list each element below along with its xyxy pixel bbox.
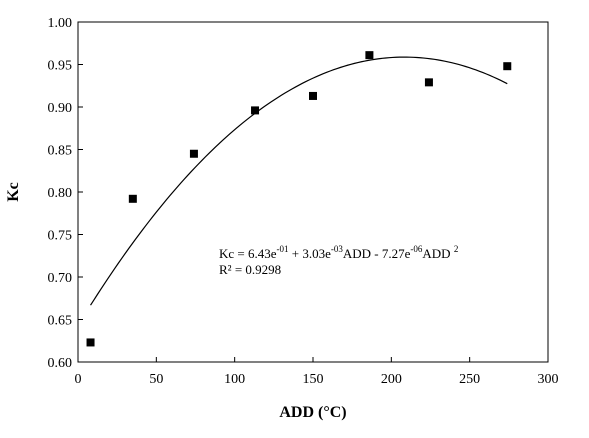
data-point <box>503 62 512 71</box>
plot-frame <box>77 21 549 363</box>
data-point <box>365 51 374 60</box>
x-tick-label: 50 <box>149 372 163 387</box>
y-tick-label: 0.65 <box>48 314 73 329</box>
x-tick-label: 200 <box>381 372 402 387</box>
x-tick-label: 250 <box>459 372 480 387</box>
equation-annotation: Kc = 6.43e-01 + 3.03e-03ADD - 7.27e-06AD… <box>219 244 458 261</box>
equation-part-1: Kc = 6.43e <box>219 246 277 261</box>
fit-curve <box>90 56 508 306</box>
data-point <box>86 338 95 347</box>
data-points <box>86 51 512 347</box>
y-tick-label: 1.00 <box>48 16 73 31</box>
equation-part-4: ADD <box>422 246 453 261</box>
equation-part-3: ADD - 7.27e <box>343 246 411 261</box>
equation-sup-2: -03 <box>331 244 343 254</box>
y-tick-label: 0.70 <box>48 271 73 286</box>
data-point <box>128 194 137 203</box>
equation-sup-1: -01 <box>277 244 289 254</box>
y-tick-label: 0.90 <box>48 101 73 116</box>
y-axis-label: Kc <box>5 182 22 202</box>
y-tick-label: 0.80 <box>48 186 73 201</box>
equation-sup-3: -06 <box>410 244 422 254</box>
x-tick-label: 150 <box>303 372 324 387</box>
data-point <box>309 91 317 100</box>
y-tick-label: 0.60 <box>48 356 73 371</box>
r-squared-annotation: R² = 0.9298 <box>219 262 281 277</box>
x-axis: 0 50 100 150 200 250 300 <box>75 357 559 387</box>
y-tick-label: 0.95 <box>48 59 73 74</box>
x-tick-label: 300 <box>538 372 559 387</box>
data-point <box>251 106 260 115</box>
equation-part-2: + 3.03e <box>289 246 332 261</box>
x-tick-label: 0 <box>75 372 82 387</box>
y-axis: 0.60 0.65 0.70 0.75 0.80 0.85 0.90 0.95 1.00 <box>48 16 83 371</box>
data-point <box>424 78 433 87</box>
x-tick-label: 100 <box>224 372 245 387</box>
y-tick-label: 0.75 <box>48 229 73 244</box>
equation-sup-4: 2 <box>454 244 459 254</box>
data-point <box>189 149 198 158</box>
y-tick-label: 0.85 <box>48 144 73 159</box>
x-axis-label: ADD (°C) <box>279 404 346 421</box>
